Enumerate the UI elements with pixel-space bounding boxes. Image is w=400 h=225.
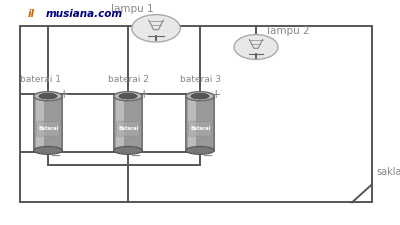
FancyBboxPatch shape <box>188 99 196 149</box>
Ellipse shape <box>119 94 137 99</box>
Text: il: il <box>28 9 35 19</box>
FancyBboxPatch shape <box>114 96 142 151</box>
Bar <box>249 54 263 55</box>
FancyBboxPatch shape <box>34 96 62 151</box>
Ellipse shape <box>39 94 57 99</box>
Bar <box>148 30 164 32</box>
Bar <box>148 36 164 37</box>
Ellipse shape <box>34 92 62 101</box>
Ellipse shape <box>114 147 142 155</box>
Text: baterai 3: baterai 3 <box>180 74 220 83</box>
Text: +: + <box>139 88 149 101</box>
FancyBboxPatch shape <box>186 96 214 151</box>
Text: −: − <box>51 149 61 162</box>
Text: Baterai: Baterai <box>119 126 139 131</box>
Text: musiana.com: musiana.com <box>46 9 123 19</box>
Text: +: + <box>59 88 69 101</box>
Text: +: + <box>211 88 221 101</box>
Text: baterai 2: baterai 2 <box>108 74 148 83</box>
FancyBboxPatch shape <box>117 122 139 137</box>
FancyBboxPatch shape <box>37 122 60 137</box>
Text: lampu 2: lampu 2 <box>267 26 309 36</box>
Text: Baterai: Baterai <box>191 126 211 131</box>
Ellipse shape <box>34 147 62 155</box>
FancyBboxPatch shape <box>189 122 212 137</box>
Ellipse shape <box>186 147 214 155</box>
Bar <box>249 52 263 54</box>
Circle shape <box>234 35 278 60</box>
Text: −: − <box>131 149 141 162</box>
Text: lampu 1: lampu 1 <box>111 4 153 13</box>
Ellipse shape <box>191 94 209 99</box>
Ellipse shape <box>114 92 142 101</box>
Bar <box>249 49 263 51</box>
Bar <box>148 34 164 36</box>
Bar <box>148 32 164 34</box>
Text: saklar: saklar <box>376 166 400 176</box>
FancyBboxPatch shape <box>116 99 124 149</box>
Ellipse shape <box>186 92 214 101</box>
Circle shape <box>132 16 180 43</box>
Bar <box>249 50 263 52</box>
Text: Baterai: Baterai <box>39 126 59 131</box>
FancyBboxPatch shape <box>36 99 44 149</box>
Text: baterai 1: baterai 1 <box>20 74 60 83</box>
Text: −: − <box>203 149 213 162</box>
